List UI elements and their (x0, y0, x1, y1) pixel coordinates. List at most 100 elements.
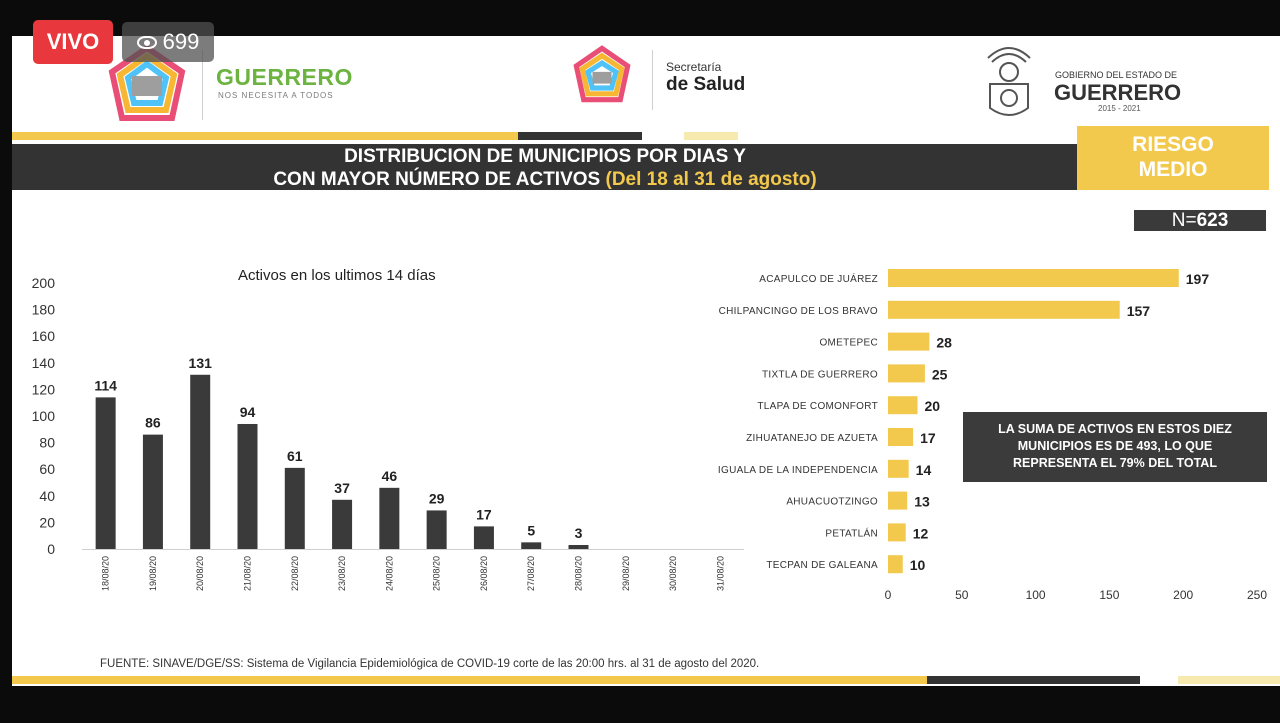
x-tick-label: 25/08/20 (432, 556, 442, 591)
eye-icon (136, 35, 157, 49)
daily-data-label: 3 (575, 525, 583, 541)
daily-bar (237, 423, 258, 549)
daily-data-label: 37 (334, 480, 350, 496)
municipality-bar (888, 396, 918, 415)
logo-center-line1: Secretaría (666, 60, 722, 74)
x-tick-label: 30/08/20 (668, 556, 678, 591)
title-date-range: (Del 18 al 31 de agosto) (605, 169, 817, 190)
y-tick-label: 160 (32, 328, 56, 344)
coat-of-arms-logo (987, 47, 1031, 116)
daily-data-label: 46 (382, 468, 398, 484)
y-tick-label: 60 (39, 461, 55, 477)
municipality-bar (888, 300, 1120, 319)
daily-data-label: 131 (189, 355, 213, 371)
municipality-bar (888, 459, 909, 478)
daily-data-label: 17 (476, 506, 492, 522)
note-line2: MUNICIPIOS ES DE 493, LO QUE (1017, 439, 1213, 453)
x-tick-label: 250 (1247, 588, 1267, 602)
daily-data-label: 86 (145, 415, 161, 431)
municipality-bar (888, 491, 908, 510)
daily-bar (332, 499, 353, 549)
municipality-label: CHILPANCINGO DE LOS BRAVO (719, 306, 878, 317)
summary-note: LA SUMA DE ACTIVOS EN ESTOS DIEZ MUNICIP… (963, 412, 1267, 482)
top-band-cream (684, 132, 738, 140)
y-tick-label: 120 (32, 381, 56, 397)
bottom-band-dark (927, 676, 1140, 684)
title-line2-main: CON MAYOR NÚMERO DE ACTIVOS (273, 169, 601, 190)
logo-center-line2: de Salud (666, 74, 746, 95)
bottom-band-cream (1178, 676, 1280, 684)
municipality-value-label: 17 (920, 430, 936, 446)
municipality-value-label: 20 (925, 398, 941, 414)
daily-data-label: 29 (429, 490, 445, 506)
viewer-counter: 699 (122, 22, 214, 62)
daily-bar (95, 397, 116, 549)
daily-data-label: 61 (287, 448, 303, 464)
title-line1: DISTRIBUCION DE MUNICIPIOS POR DIAS Y (344, 146, 746, 167)
x-tick-label: 28/08/20 (574, 556, 584, 591)
municipality-value-label: 197 (1186, 271, 1210, 287)
risk-line2: MEDIO (1138, 158, 1208, 181)
x-tick-label: 31/08/20 (715, 556, 725, 591)
daily-data-label: 114 (94, 377, 117, 393)
title-line2: CON MAYOR NÚMERO DE ACTIVOS (Del 18 al 3… (12, 168, 1078, 191)
x-tick-label: 21/08/20 (243, 556, 253, 591)
y-tick-label: 0 (47, 541, 55, 557)
top-band-dark (518, 132, 642, 140)
x-tick-label: 26/08/20 (479, 556, 489, 591)
n-value: 623 (1196, 210, 1229, 231)
y-tick-label: 80 (39, 435, 55, 451)
logo-right-line1: GOBIERNO DEL ESTADO DE (1055, 70, 1178, 80)
daily-bar (473, 526, 494, 549)
y-tick-label: 140 (32, 355, 56, 371)
x-tick-label: 19/08/20 (148, 556, 158, 591)
total-n-badge: N=623 (1134, 210, 1266, 231)
y-tick-label: 180 (32, 302, 56, 318)
x-tick-label: 18/08/20 (101, 556, 111, 591)
note-line3: REPRESENTA EL 79% DEL TOTAL (1013, 456, 1217, 470)
municipality-label: IGUALA DE LA INDEPENDENCIA (718, 465, 878, 476)
x-tick-label: 23/08/20 (337, 556, 347, 591)
x-tick-label: 0 (885, 588, 892, 602)
logo-right-line2: GUERRERO (1054, 80, 1182, 105)
divider (652, 50, 653, 110)
municipality-value-label: 10 (910, 557, 926, 573)
x-tick-label: 29/08/20 (621, 556, 631, 591)
municipality-label: TLAPA DE COMONFORT (757, 401, 878, 412)
y-tick-label: 200 (32, 275, 56, 291)
guerrero-star-logo (108, 44, 186, 121)
municipality-bar (888, 364, 925, 383)
municipality-label: AHUACUOTZINGO (786, 497, 878, 508)
daily-bar (568, 545, 589, 549)
municipality-value-label: 157 (1127, 303, 1151, 319)
x-tick-label: 50 (955, 588, 969, 602)
y-tick-label: 40 (39, 488, 55, 504)
y-tick-label: 100 (32, 408, 56, 424)
municipality-value-label: 25 (932, 366, 948, 382)
salud-star-logo (573, 45, 631, 103)
daily-chart-title: Activos en los ultimos 14 días (238, 267, 436, 284)
x-tick-label: 27/08/20 (526, 556, 536, 591)
logo-left-title: GUERRERO (216, 64, 353, 90)
municipality-value-label: 14 (916, 462, 932, 478)
municipality-bar (888, 523, 906, 542)
daily-bar (426, 510, 447, 549)
municipality-label: TIXTLA DE GUERRERO (762, 369, 878, 380)
daily-data-label: 94 (240, 404, 256, 420)
daily-bar (142, 434, 163, 549)
x-tick-label: 20/08/20 (195, 556, 205, 591)
municipality-bar (888, 555, 903, 574)
risk-level-badge: RIESGO MEDIO (1077, 126, 1269, 190)
source-note: FUENTE: SINAVE/DGE/SS: Sistema de Vigila… (100, 658, 760, 670)
daily-bar (379, 487, 400, 549)
daily-bar (284, 467, 305, 549)
note-line1: LA SUMA DE ACTIVOS EN ESTOS DIEZ (998, 422, 1232, 436)
divider (202, 50, 203, 120)
municipality-label: ZIHUATANEJO DE AZUETA (746, 433, 878, 444)
bottom-band-yellow (12, 676, 927, 684)
viewer-count: 699 (162, 29, 200, 54)
municipality-label: TECPAN DE GALEANA (766, 560, 878, 571)
municipality-bar (888, 332, 930, 351)
live-badge: VIVO (33, 20, 113, 64)
